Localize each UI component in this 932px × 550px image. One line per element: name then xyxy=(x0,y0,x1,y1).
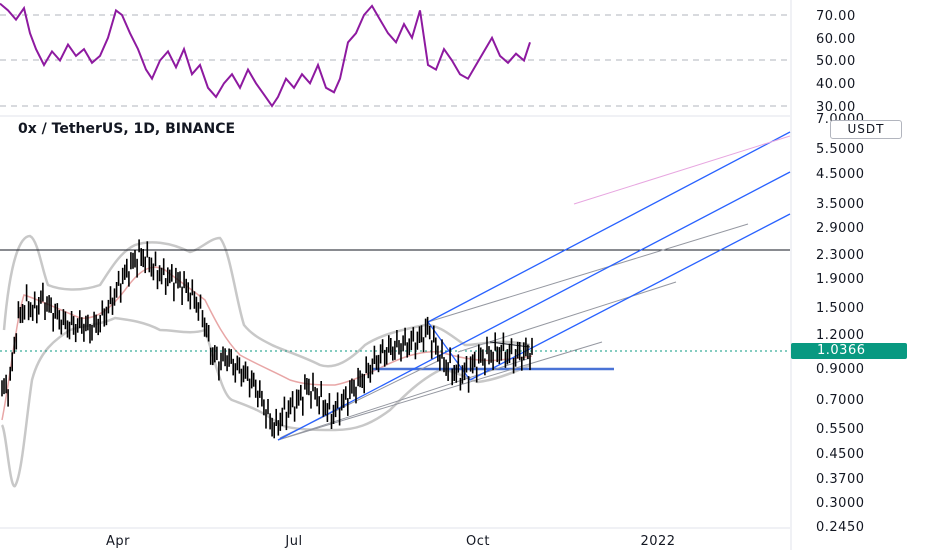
price-tick-label: 2.9000 xyxy=(816,221,865,236)
time-tick-label: Oct xyxy=(466,534,490,549)
time-tick-label: Jul xyxy=(284,534,302,549)
price-tick-label: 2.3000 xyxy=(816,248,865,263)
chart-title: 0x / TetherUS, 1D, BINANCE xyxy=(18,121,235,137)
price-tick-label: 0.2450 xyxy=(816,520,865,535)
price-tick-label: 0.7000 xyxy=(816,393,865,408)
blue-channel-median xyxy=(277,171,791,441)
price-tick-label: 5.5000 xyxy=(816,142,865,157)
currency-label-text: USDT xyxy=(847,122,885,136)
time-tick-label: 2022 xyxy=(640,534,675,549)
price-tick-label: 0.3700 xyxy=(816,472,865,487)
price-tick-label: 3.5000 xyxy=(816,197,865,212)
price-axis: 7.00005.50004.50003.50002.90002.30001.90… xyxy=(816,112,865,535)
price-tick-label: 1.9000 xyxy=(816,272,865,287)
price-candles xyxy=(1,239,533,439)
grey-trendline-5 xyxy=(457,281,677,353)
last-price-badge: 1.0366 xyxy=(791,343,907,359)
currency-label[interactable]: USDT xyxy=(830,120,902,139)
blue-channel-upper xyxy=(427,131,791,323)
grey-trendline-2 xyxy=(277,357,531,441)
rsi-tick-label: 30.00 xyxy=(816,100,856,115)
rsi-tick-label: 50.00 xyxy=(816,54,856,69)
price-tick-label: 1.5000 xyxy=(816,301,865,316)
price-tick-label: 1.2000 xyxy=(816,328,865,343)
price-tick-label: 4.5000 xyxy=(816,167,865,182)
price-tick-label: 0.5500 xyxy=(816,422,865,437)
price-tick-label: 0.4500 xyxy=(816,447,865,462)
rsi-tick-label: 60.00 xyxy=(816,32,856,47)
time-tick-label: Apr xyxy=(106,534,130,549)
price-tick-label: 0.3000 xyxy=(816,496,865,511)
grey-trendline-4 xyxy=(427,223,749,323)
rsi-tick-label: 70.00 xyxy=(816,9,856,24)
rsi-tick-label: 40.00 xyxy=(816,77,856,92)
rsi-axis: 70.00 60.00 50.00 40.00 30.00 xyxy=(816,9,856,115)
price-tick-label: 0.9000 xyxy=(816,362,865,377)
rsi-line xyxy=(0,2,531,108)
time-axis: Apr Jul Oct 2022 xyxy=(106,534,675,549)
pink-trendline xyxy=(573,135,791,205)
last-price-value: 1.0366 xyxy=(817,343,866,358)
bollinger-upper-band xyxy=(2,234,531,368)
